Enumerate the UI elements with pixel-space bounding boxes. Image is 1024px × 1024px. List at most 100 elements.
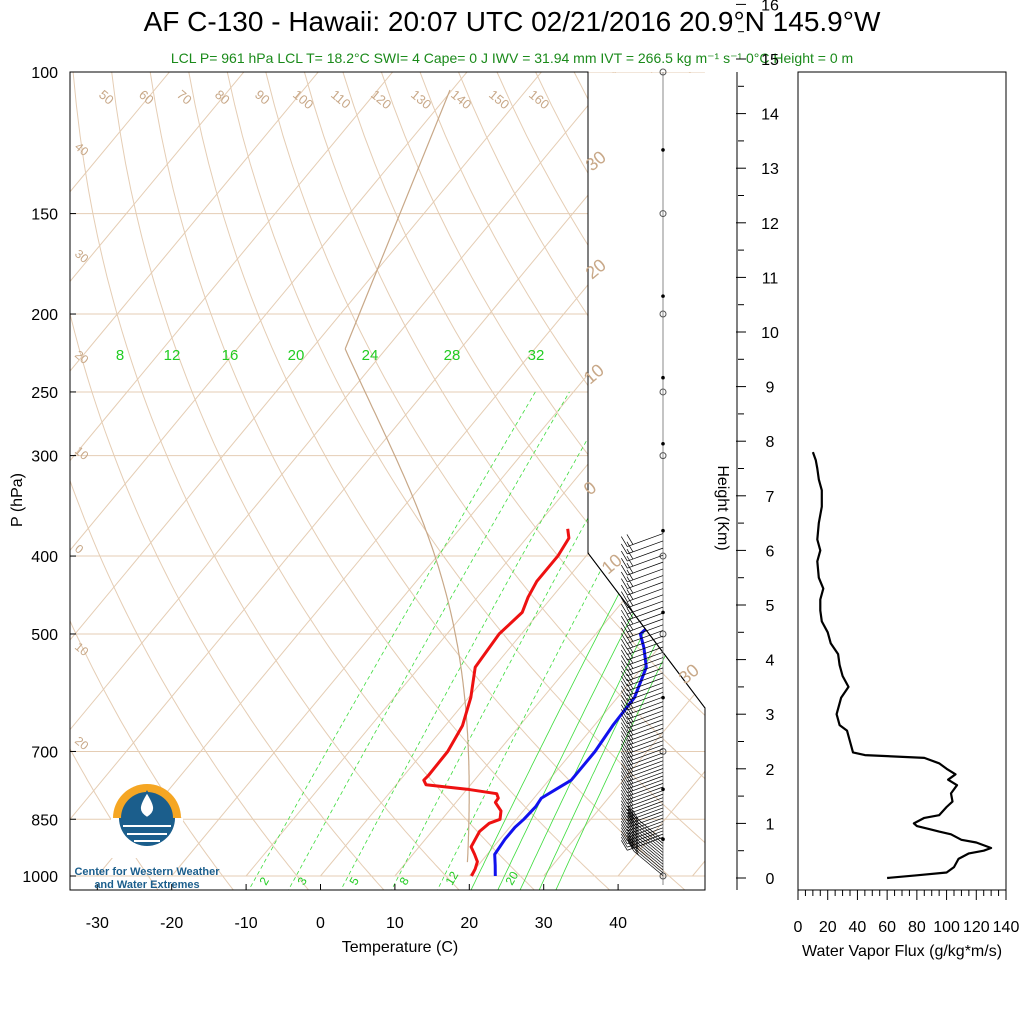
- isotherm-line: [468, 591, 705, 877]
- wind-barb: [627, 732, 664, 746]
- wind-barb-flag: [620, 564, 628, 576]
- mixing-ratio-label-top: 20: [288, 347, 305, 364]
- dry-adiabat: [457, 72, 705, 469]
- wind-barb-flag: [626, 631, 634, 642]
- logo-line1: Center for Western Weather: [74, 866, 220, 878]
- wind-barb: [627, 710, 664, 725]
- wind-barb-flag: [626, 636, 634, 648]
- wind-barb-flag: [626, 619, 634, 631]
- wind-level-circle: [659, 210, 667, 218]
- isotherm-label-left: 10: [72, 444, 91, 464]
- wind-barb-flag: [632, 818, 639, 830]
- mixing-ratio-line: [248, 391, 536, 890]
- wind-barb-flag: [626, 678, 634, 690]
- mixing-ratio-line: [340, 391, 615, 890]
- x-tick-label: 0: [316, 915, 325, 932]
- wind-barb-flag: [620, 771, 628, 782]
- wind-barb: [633, 824, 664, 850]
- wind-barb-flag: [626, 808, 634, 820]
- wind-barb: [627, 682, 664, 697]
- x-tick-label: 40: [609, 915, 627, 932]
- wind-barb-flag: [632, 844, 639, 856]
- wind-level-circle: [659, 388, 667, 396]
- wind-barb-flag: [626, 749, 634, 761]
- theta-label: 80: [212, 87, 233, 108]
- height-tick-label: 3: [766, 707, 775, 724]
- wind-barb-flag: [620, 722, 628, 733]
- wind-barb: [633, 839, 664, 865]
- wind-barb: [627, 736, 664, 751]
- dry-adiabat: [265, 72, 705, 780]
- wind-barb-flag: [626, 737, 634, 748]
- frame-mask-tri: [589, 72, 705, 709]
- y-tick-label: 100: [31, 65, 58, 82]
- wind-barb-flag: [627, 820, 635, 832]
- wind-barb: [627, 618, 664, 633]
- wind-barb: [627, 630, 664, 644]
- wind-barb-flag: [620, 824, 628, 835]
- wind-barb-flag: [627, 823, 635, 835]
- isotherm-line: [96, 143, 705, 877]
- wind-barb-flag: [620, 578, 628, 589]
- isotherm-line: [171, 232, 705, 877]
- height-tick-label: 0: [766, 871, 775, 888]
- wind-barb-flag: [626, 729, 634, 740]
- wind-barb-flag: [620, 786, 628, 797]
- wind-barb-flag: [626, 812, 634, 823]
- wind-barb: [627, 701, 664, 716]
- wind-barb-flag: [620, 731, 628, 742]
- height-tick-label: 11: [762, 270, 779, 287]
- height-tick-label: 6: [766, 543, 775, 560]
- isotherm-label-left: 20: [72, 348, 91, 368]
- wind-barb: [627, 588, 664, 602]
- y-tick-label: 400: [31, 549, 58, 566]
- logo-line2: and Water Extremes: [94, 879, 199, 891]
- wind-barb-flag: [627, 829, 635, 841]
- wind-barb-flag: [620, 670, 628, 682]
- wind-barb-flag: [620, 793, 628, 804]
- wind-barb: [633, 848, 664, 874]
- wind-barb-flag: [626, 702, 634, 713]
- wind-barb-flag: [626, 576, 634, 587]
- wind-level-circle: [659, 310, 667, 318]
- wind-barb-flag: [620, 778, 628, 790]
- wind-barb-flag: [620, 571, 628, 583]
- wind-barb-flag: [626, 724, 634, 736]
- wind-barb-flag: [626, 741, 634, 752]
- wind-barb-flag: [626, 589, 634, 600]
- wind-level-dot: [661, 294, 665, 298]
- wind-barb-flag: [627, 832, 635, 843]
- wind-barb: [627, 696, 664, 711]
- wind-barb-flag: [620, 782, 628, 793]
- dry-adiabat: [342, 72, 705, 654]
- wind-barb: [627, 624, 664, 639]
- wind-barb-flag: [632, 830, 639, 841]
- wind-barb-flag: [632, 809, 639, 820]
- wind-barb-flag: [626, 595, 634, 606]
- logo-drop-icon: [138, 790, 156, 820]
- wind-barb-flag: [626, 562, 634, 574]
- dry-adiabat: [188, 72, 686, 890]
- wind-barb-flag: [620, 627, 628, 638]
- wind-barb-flag: [626, 693, 634, 704]
- wind-barb: [627, 568, 664, 583]
- wind-barb-flag: [620, 655, 628, 666]
- cw3e-logo: Center for Western Weather and Water Ext…: [74, 784, 220, 891]
- isotherm-label-left: 40: [72, 140, 91, 160]
- wind-barb: [627, 775, 664, 790]
- dry-adiabat: [689, 72, 705, 99]
- wind-barb-flag: [626, 805, 634, 816]
- wind-barb: [627, 797, 664, 811]
- theta-label: 160: [526, 87, 552, 112]
- wind-barb-flag: [620, 584, 628, 596]
- wind-barb-flag: [626, 697, 634, 709]
- theta-label: 60: [136, 87, 157, 108]
- theta-label: 150: [486, 87, 512, 112]
- wind-barb: [627, 547, 664, 562]
- wind-barb-flag: [620, 665, 628, 676]
- wind-barb: [627, 800, 664, 815]
- wind-barb-flag: [620, 789, 628, 801]
- wind-level-dot: [661, 787, 665, 792]
- isotherm-label-left: 30: [72, 247, 91, 267]
- wind-barb: [627, 723, 664, 738]
